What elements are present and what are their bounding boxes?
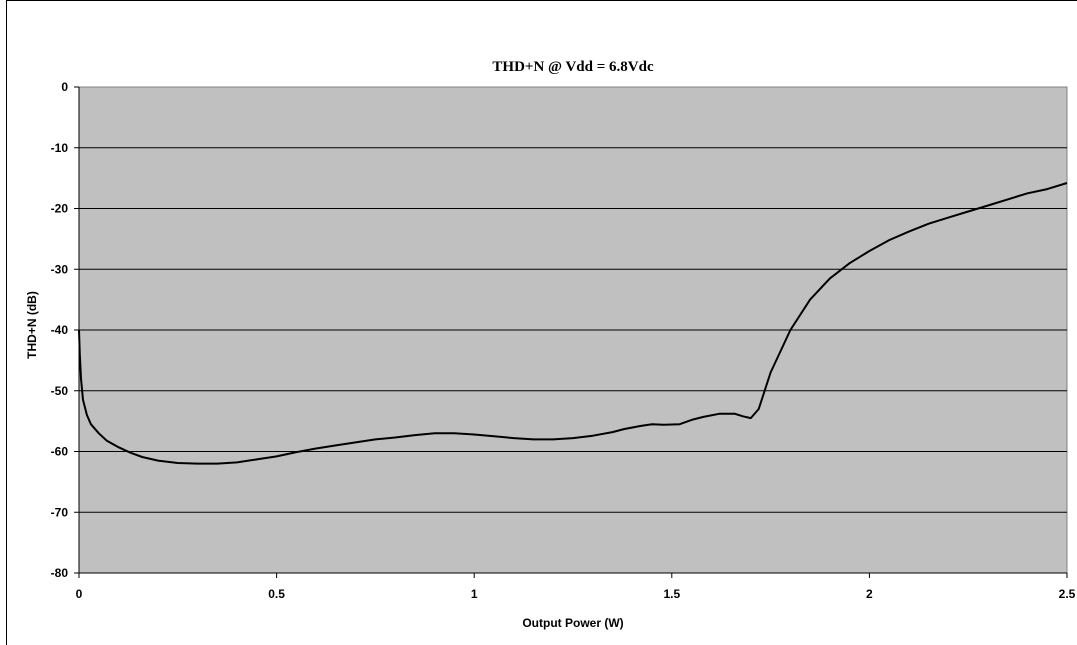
- y-tick-label: -70: [51, 505, 69, 519]
- x-tick-label: 2: [866, 587, 873, 601]
- y-tick-label: -50: [51, 384, 69, 398]
- x-tick-label: 0: [76, 587, 83, 601]
- y-tick-label: -60: [51, 445, 69, 459]
- y-tick-label: -80: [51, 566, 69, 580]
- y-tick-label: -40: [51, 323, 69, 337]
- x-tick-label: 1.5: [663, 587, 680, 601]
- chart-title: THD+N @ Vdd = 6.8Vdc: [492, 59, 654, 75]
- x-axis-title: Output Power (W): [522, 616, 623, 630]
- thd-n-series-line: [78, 182, 1068, 465]
- x-tick-label: 2.5: [1059, 587, 1076, 601]
- y-axis-ticks: 0 -10 -20 -30 -40 -50 -60 -70 -80: [51, 80, 79, 580]
- y-tick-label: -10: [51, 141, 69, 155]
- y-tick-label: 0: [61, 80, 68, 94]
- y-tick-label: -30: [51, 262, 69, 276]
- x-tick-label: 0.5: [268, 587, 285, 601]
- x-tick-label: 1: [471, 587, 478, 601]
- y-tick-label: -20: [51, 202, 69, 216]
- y-axis-title: THD+N (dB): [25, 291, 39, 359]
- grid-lines: [79, 147, 1067, 513]
